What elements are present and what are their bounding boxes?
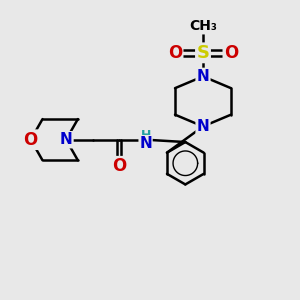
Text: O: O [112, 157, 126, 175]
Text: O: O [168, 44, 182, 62]
Text: N: N [196, 119, 209, 134]
Text: N: N [196, 69, 209, 84]
Text: H: H [140, 129, 151, 142]
Text: CH₃: CH₃ [189, 19, 217, 33]
Text: O: O [224, 44, 238, 62]
Text: O: O [24, 131, 38, 149]
Text: N: N [139, 136, 152, 151]
Text: N: N [60, 132, 73, 147]
Text: S: S [196, 44, 209, 62]
